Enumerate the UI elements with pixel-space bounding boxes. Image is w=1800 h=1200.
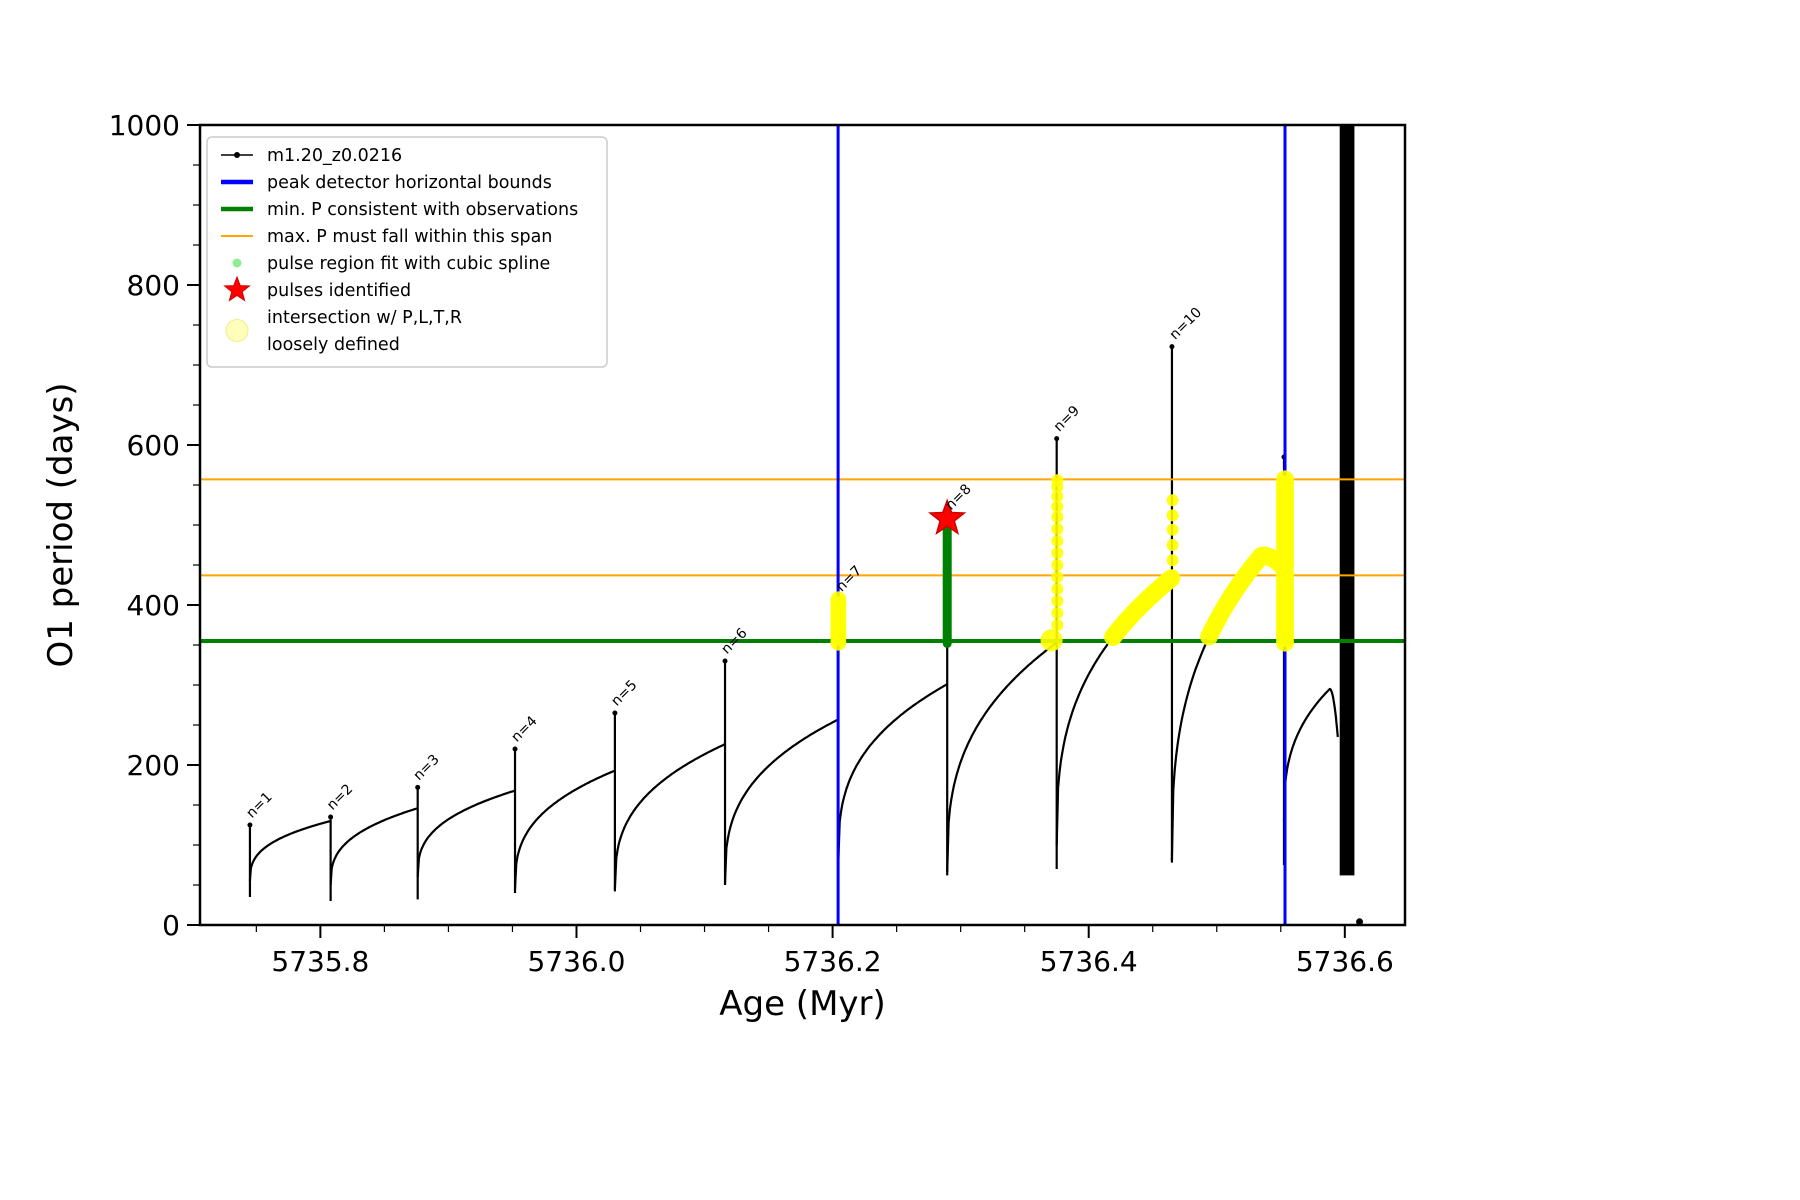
intersection-dot (1051, 619, 1064, 631)
legend-entry-6: intersection w/ P,L,T,R loosely defined (225, 308, 462, 355)
x-tick-label: 5736.2 (784, 945, 882, 978)
intersection-markers (830, 470, 1295, 652)
intersection-dot (1051, 511, 1064, 523)
intersection-dot (1051, 500, 1064, 513)
legend-label: min. P consistent with observations (267, 200, 578, 220)
series-segment (837, 683, 948, 860)
intersection-dot (1051, 595, 1064, 607)
pulse-identified-star (928, 498, 967, 535)
series-segment (248, 819, 331, 882)
spike-top-dot (328, 814, 334, 820)
y-tick-label: 800 (127, 269, 180, 302)
track-end-dot (1356, 918, 1364, 926)
y-tick-label: 400 (127, 589, 180, 622)
legend-entry-1: peak detector horizontal bounds (221, 173, 552, 193)
intersection-dot (1051, 474, 1064, 487)
spike-top-dot (612, 710, 618, 716)
legend-label: intersection w/ P,L,T,R (267, 308, 462, 328)
intersection-dot (1276, 470, 1295, 489)
legend-label: pulses identified (267, 281, 411, 301)
x-tick-label: 5736.0 (527, 945, 625, 978)
intersection-dot (1166, 569, 1179, 582)
dense-oscillation-band (1339, 125, 1355, 876)
legend-entry-4: pulse region fit with cubic spline (232, 254, 550, 274)
legend-star-marker (223, 275, 251, 302)
legend-label: m1.20_z0.0216 (267, 146, 402, 166)
spike-top-dot (1169, 344, 1175, 350)
x-axis-label: Age (Myr) (719, 984, 886, 1024)
x-tick-label: 5736.6 (1296, 945, 1394, 978)
intersection-dot (1051, 607, 1064, 619)
intersection-dot (1166, 494, 1179, 507)
legend-label: peak detector horizontal bounds (267, 173, 552, 193)
spike-top-dot (1054, 436, 1060, 442)
spike-top-dot (722, 658, 728, 664)
spike-top-dot (512, 746, 518, 752)
intersection-dot (1166, 539, 1179, 551)
intersection-dot (1051, 547, 1064, 559)
intersection-dot (1051, 490, 1064, 503)
y-tick-label: 200 (127, 749, 180, 782)
series-segment (329, 807, 418, 886)
series-segment (613, 743, 726, 890)
legend-label: loosely defined (267, 335, 400, 355)
spike-top-dot (415, 784, 421, 790)
intersection-dot (1051, 559, 1064, 571)
intersection-dot (1051, 571, 1064, 583)
legend-dot-marker (234, 152, 240, 158)
intersection-dot (1166, 509, 1179, 522)
x-tick-label: 5736.4 (1040, 945, 1138, 978)
axes: 5735.8 5736.0 5736.2 5736.4 5736.6 0 200 400 600… (41, 109, 1407, 1024)
intersection-dot (830, 591, 847, 608)
series-segment (513, 769, 616, 890)
series-segment (946, 641, 1058, 873)
spike-top-dot (247, 822, 253, 828)
intersection-dot (1051, 523, 1064, 535)
legend-entry-2: min. P consistent with observations (221, 200, 578, 220)
y-axis-label: O1 period (days) (41, 382, 81, 667)
y-tick-label: 600 (127, 429, 180, 462)
intersection-dot (1274, 558, 1293, 577)
intersection-dot (1051, 535, 1064, 547)
legend-label: pulse region fit with cubic spline (267, 254, 550, 274)
series-segment (723, 718, 839, 884)
y-tick-label: 1000 (109, 109, 180, 142)
intersection-dot (1051, 583, 1064, 595)
intersection-dot (1166, 554, 1179, 567)
legend-entry-5: pulses identified (223, 275, 411, 302)
legend-box (206, 136, 608, 368)
series-segment (416, 789, 516, 878)
series-segment (1282, 687, 1339, 822)
intersection-dot (1166, 523, 1179, 536)
legend-entry-0: m1.20_z0.0216 (221, 146, 402, 166)
y-tick-label: 0 (162, 909, 180, 942)
legend-big-dot-marker (225, 319, 249, 342)
intersection-dot (1040, 629, 1063, 652)
legend-entry-3: max. P must fall within this span (221, 227, 552, 247)
x-tick-label: 5735.8 (271, 945, 369, 978)
legend-small-dot-marker (232, 258, 242, 268)
legend-label: max. P must fall within this span (267, 227, 552, 247)
